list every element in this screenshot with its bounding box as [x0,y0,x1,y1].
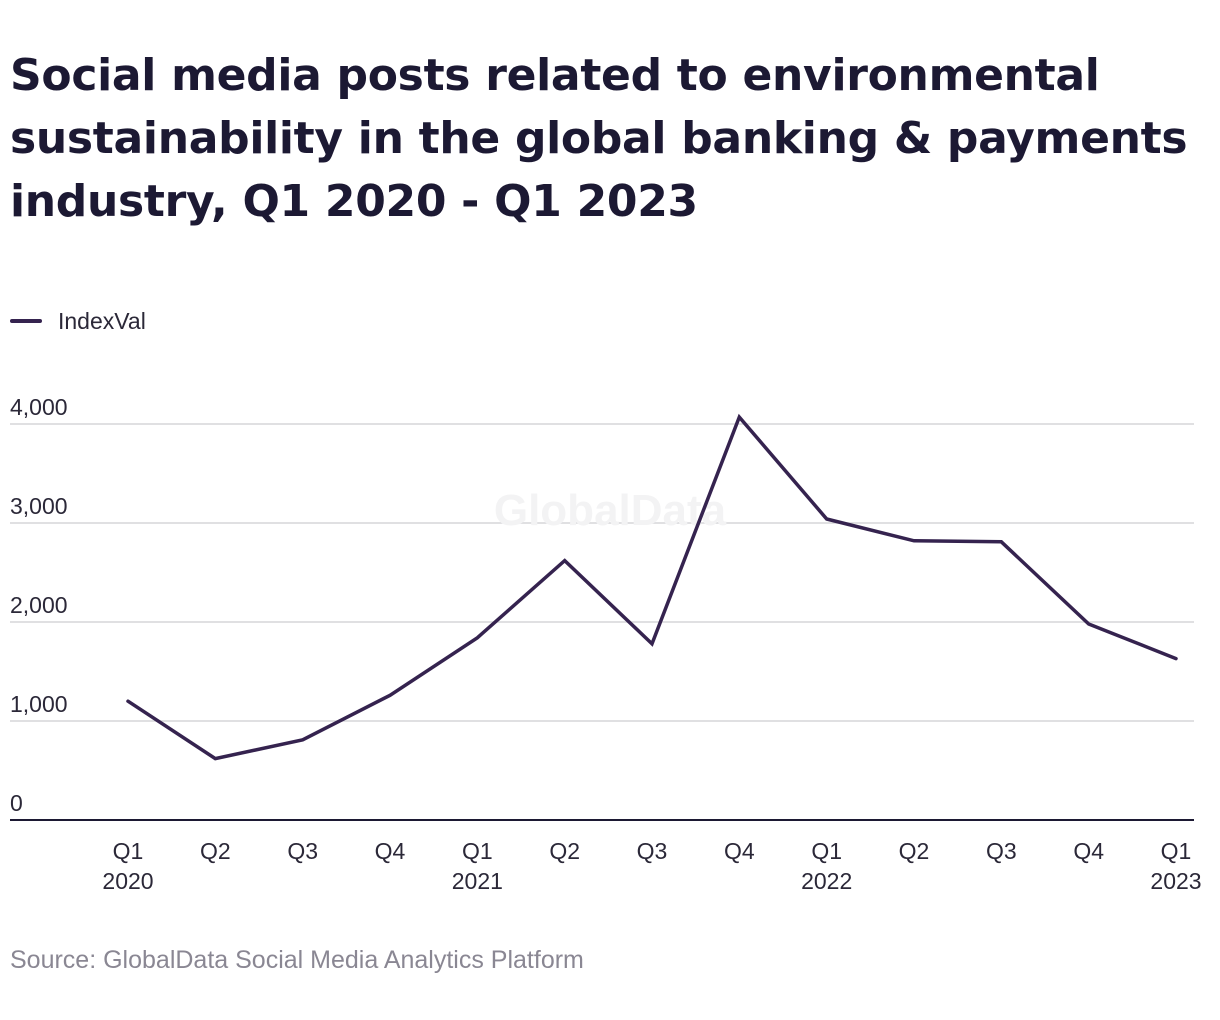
y-tick-label: 3,000 [10,493,68,519]
x-tick-label: Q1 [1161,838,1192,864]
y-tick-label: 0 [10,790,23,816]
x-tick-year-label: 2020 [102,868,153,894]
x-tick-label: Q3 [287,838,318,864]
x-tick-label: Q2 [899,838,930,864]
x-tick-label: Q3 [637,838,668,864]
x-tick-label: Q1 [811,838,842,864]
legend-swatch-indexval [10,319,42,323]
x-tick-label: Q4 [1073,838,1104,864]
source-note: Source: GlobalData Social Media Analytic… [10,946,584,974]
x-tick-label: Q1 [462,838,493,864]
chart-legend: IndexVal [10,306,146,336]
watermark-text: GlobalData [494,486,727,535]
x-tick-year-label: 2023 [1150,868,1201,894]
y-tick-label: 2,000 [10,592,68,618]
series-line-indexval [126,413,1178,761]
legend-label-indexval: IndexVal [58,307,146,334]
x-tick-label: Q2 [549,838,580,864]
gridlines [10,423,1194,722]
x-tick-label: Q4 [375,838,406,864]
x-tick-label: Q4 [724,838,755,864]
x-tick-year-label: 2022 [801,868,852,894]
x-tick-label: Q2 [200,838,231,864]
series-layer [126,413,1178,761]
x-axis-tick-labels: Q1 2020 Q2 Q3 Q4 Q1 2021 Q2 Q3 Q4 Q1 2022 Q2 Q3 Q4 Q1 20… [102,838,1201,894]
y-tick-label: 4,000 [10,394,68,420]
y-axis-tick-labels: 0 1,000 2,000 3,000 4,000 [10,394,68,816]
x-tick-year-label: 2021 [452,868,503,894]
x-tick-label: Q1 [113,838,144,864]
y-tick-label: 1,000 [10,691,68,717]
x-tick-label: Q3 [986,838,1017,864]
chart-title: Social media posts related to environmen… [10,50,1188,227]
